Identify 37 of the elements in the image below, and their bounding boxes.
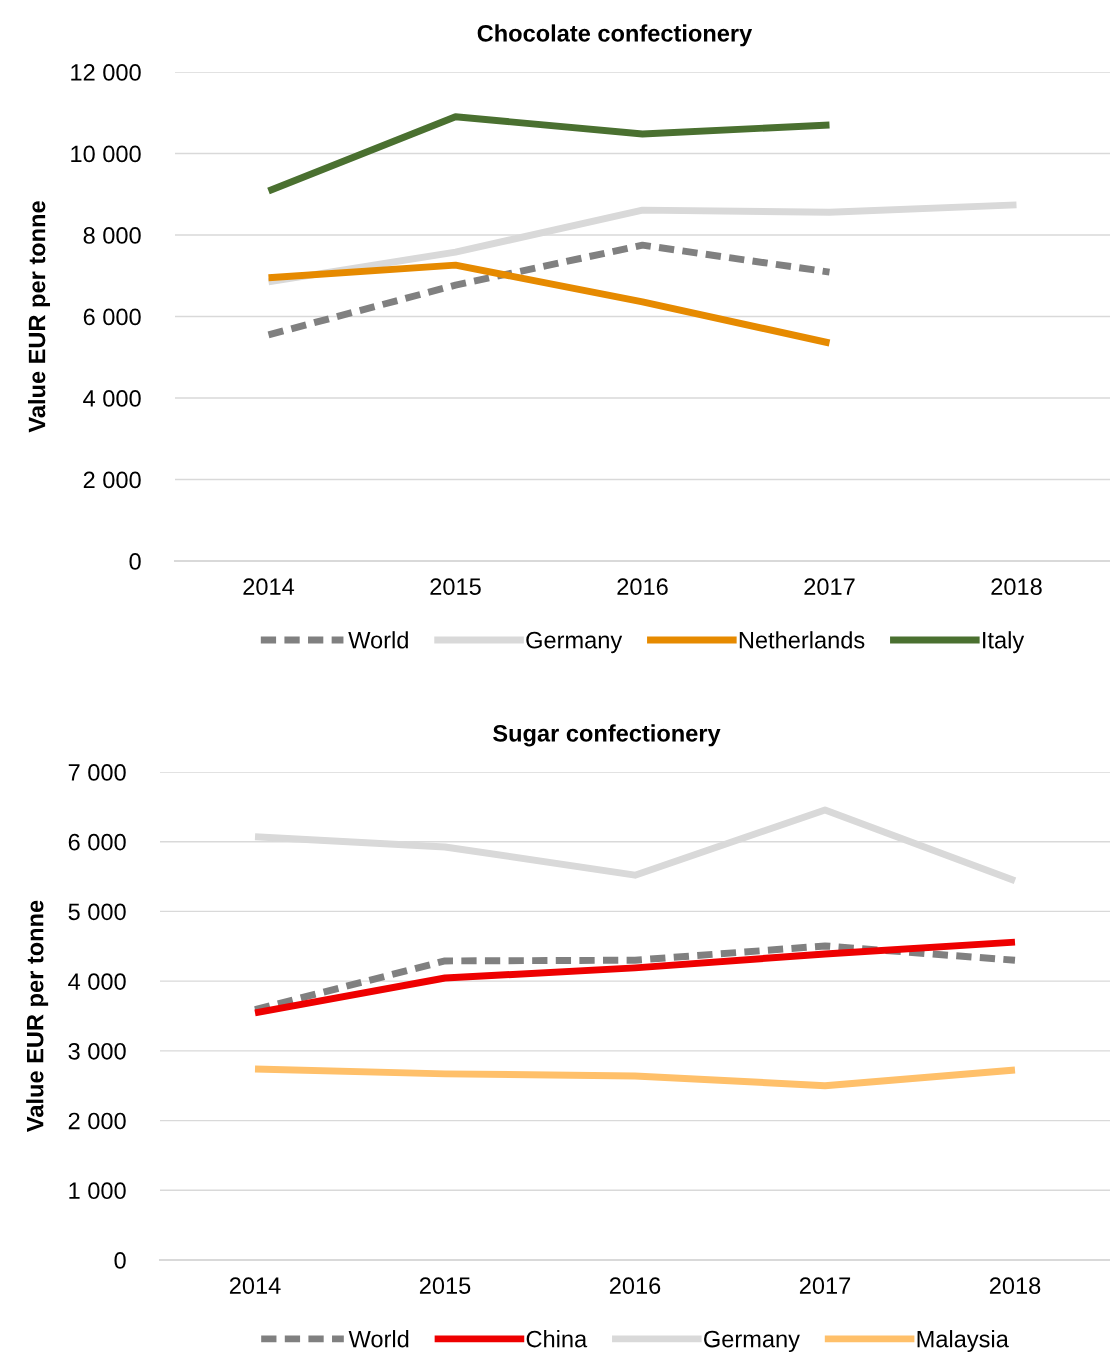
x-tick-label: 2016 — [617, 578, 668, 596]
legend-label: Italy — [983, 631, 1025, 654]
legend-label: World — [348, 631, 408, 649]
x-tick-label: 2014 — [229, 1277, 281, 1295]
y-tick-label: 4 000 — [83, 390, 141, 407]
x-tick-label: 2018 — [991, 578, 1042, 596]
x-tick-label: 2017 — [804, 578, 855, 596]
y-tick-label: 0 — [129, 553, 141, 570]
legend-label: Netherlands — [739, 631, 865, 649]
x-tick-label: 2015 — [430, 578, 481, 596]
chart-title: Chocolate confectionery — [477, 24, 753, 47]
x-tick-label: 2018 — [989, 1277, 1041, 1295]
y-tick-label: 4 000 — [68, 973, 126, 990]
y-tick-label: 2 000 — [83, 471, 141, 489]
y-tick-label: 12 000 — [71, 64, 141, 81]
y-tick-label: 10 000 — [71, 145, 141, 163]
legend-label: Germany — [526, 631, 623, 654]
y-tick-label: 8 000 — [83, 227, 141, 244]
x-tick-label: 2016 — [609, 1277, 661, 1295]
x-tick-label: 2014 — [243, 578, 295, 596]
y-tick-label: 7 000 — [68, 764, 126, 781]
y-tick-label: 0 — [114, 1252, 126, 1269]
legend-label: Germany — [704, 1330, 800, 1353]
y-tick-label: 1 000 — [69, 1182, 126, 1200]
y-axis-title: Value EUR per tonne — [26, 900, 49, 1132]
y-tick-label: 2 000 — [68, 1112, 126, 1130]
chart-title: Sugar confectionery — [493, 724, 721, 747]
y-tick-label: 6 000 — [68, 833, 126, 851]
y-tick-label: 6 000 — [83, 308, 141, 326]
x-tick-label: 2015 — [419, 1277, 471, 1295]
legend-label: Malaysia — [917, 1330, 1009, 1353]
y-tick-label: 5 000 — [68, 903, 126, 921]
legend-label: China — [526, 1330, 588, 1348]
y-tick-label: 3 000 — [68, 1042, 126, 1060]
legend-label: World — [348, 1330, 409, 1348]
x-tick-label: 2017 — [799, 1277, 851, 1295]
y-axis-title: Value EUR per tonne — [28, 201, 51, 433]
